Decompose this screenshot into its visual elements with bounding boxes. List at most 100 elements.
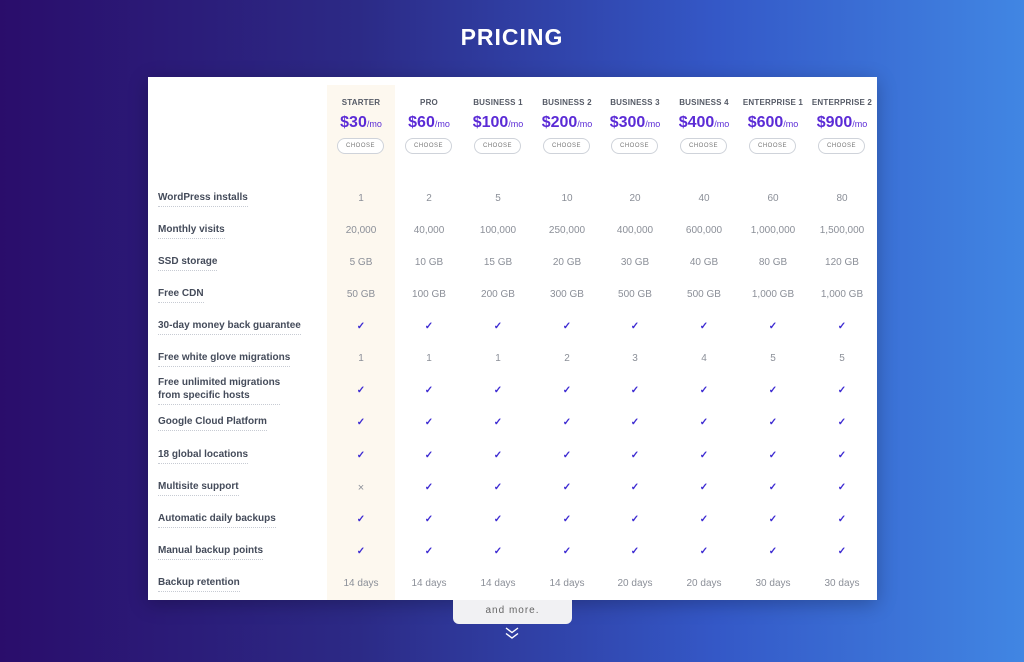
feature-value: 60 bbox=[767, 193, 779, 204]
price-amount: $100 bbox=[472, 114, 509, 131]
check-icon: ✓ bbox=[356, 514, 366, 525]
feature-value: 15 GB bbox=[483, 257, 513, 268]
feature-value: 30 days bbox=[755, 578, 791, 589]
feature-value: 14 days bbox=[549, 578, 585, 589]
cross-icon: × bbox=[357, 482, 365, 494]
feature-value: 300 GB bbox=[550, 289, 584, 300]
check-icon: ✓ bbox=[699, 385, 709, 396]
double-chevron-down-icon[interactable] bbox=[504, 627, 520, 640]
feature-value: 40 GB bbox=[689, 257, 719, 268]
plan-header: ENTERPRISE 1 $600/mo CHOOSE bbox=[739, 77, 807, 177]
feature-label: WordPress installs bbox=[158, 191, 248, 207]
feature-value: 2 bbox=[564, 353, 570, 364]
price-amount: $600 bbox=[747, 114, 784, 131]
price-amount: $300 bbox=[609, 114, 646, 131]
feature-value: 200 GB bbox=[481, 289, 515, 300]
price-amount: $60 bbox=[408, 114, 435, 131]
check-icon: ✓ bbox=[630, 546, 640, 557]
check-icon: ✓ bbox=[837, 450, 847, 461]
price-unit: /mo bbox=[783, 119, 799, 129]
feature-value: 10 bbox=[561, 193, 573, 204]
feature-value: 30 days bbox=[824, 578, 860, 589]
check-icon: ✓ bbox=[630, 450, 640, 461]
feature-value: 30 GB bbox=[620, 257, 650, 268]
check-icon: ✓ bbox=[630, 514, 640, 525]
feature-value: 20 days bbox=[617, 578, 653, 589]
check-icon: ✓ bbox=[562, 482, 572, 493]
plan-price: $30/mo bbox=[317, 114, 405, 132]
choose-button[interactable]: CHOOSE bbox=[337, 138, 384, 154]
choose-button[interactable]: CHOOSE bbox=[405, 138, 452, 154]
starter-column-highlight bbox=[327, 85, 395, 600]
check-icon: ✓ bbox=[356, 450, 366, 461]
feature-value: 5 bbox=[495, 193, 501, 204]
plan-name: STARTER bbox=[341, 98, 381, 107]
choose-button[interactable]: CHOOSE bbox=[474, 138, 521, 154]
check-icon: ✓ bbox=[699, 482, 709, 493]
price-unit: /mo bbox=[577, 119, 593, 129]
check-icon: ✓ bbox=[493, 482, 503, 493]
choose-button[interactable]: CHOOSE bbox=[543, 138, 590, 154]
plan-name: BUSINESS 4 bbox=[679, 98, 729, 107]
check-icon: ✓ bbox=[699, 417, 709, 428]
check-icon: ✓ bbox=[768, 450, 778, 461]
feature-value: 1 bbox=[426, 353, 432, 364]
feature-value: 20,000 bbox=[345, 225, 377, 236]
plan-name: BUSINESS 1 bbox=[473, 98, 523, 107]
check-icon: ✓ bbox=[837, 546, 847, 557]
feature-label-line1: Free unlimited migrations bbox=[158, 377, 281, 388]
plan-header: PRO $60/mo CHOOSE bbox=[395, 77, 463, 177]
check-icon: ✓ bbox=[493, 546, 503, 557]
plan-name: ENTERPRISE 1 bbox=[742, 98, 804, 107]
choose-button[interactable]: CHOOSE bbox=[749, 138, 796, 154]
feature-value: 120 GB bbox=[825, 257, 859, 268]
feature-value: 1,000 GB bbox=[820, 289, 864, 300]
check-icon: ✓ bbox=[356, 417, 366, 428]
feature-value: 5 bbox=[770, 353, 776, 364]
feature-value: 500 GB bbox=[687, 289, 721, 300]
feature-value: 14 days bbox=[343, 578, 379, 589]
feature-value: 14 days bbox=[480, 578, 516, 589]
choose-button[interactable]: CHOOSE bbox=[611, 138, 658, 154]
plan-price: $600/mo bbox=[729, 114, 817, 132]
check-icon: ✓ bbox=[493, 385, 503, 396]
check-icon: ✓ bbox=[837, 514, 847, 525]
plan-header: BUSINESS 1 $100/mo CHOOSE bbox=[464, 77, 532, 177]
feature-value: 3 bbox=[632, 353, 638, 364]
check-icon: ✓ bbox=[493, 514, 503, 525]
feature-value: 1 bbox=[495, 353, 501, 364]
and-more-button[interactable]: and more. bbox=[453, 600, 572, 624]
price-unit: /mo bbox=[852, 119, 868, 129]
check-icon: ✓ bbox=[424, 417, 434, 428]
feature-value: 10 GB bbox=[414, 257, 444, 268]
plan-header: BUSINESS 2 $200/mo CHOOSE bbox=[533, 77, 601, 177]
feature-value: 80 bbox=[836, 193, 848, 204]
check-icon: ✓ bbox=[768, 546, 778, 557]
check-icon: ✓ bbox=[562, 450, 572, 461]
feature-value: 14 days bbox=[411, 578, 447, 589]
feature-value: 1 bbox=[358, 193, 364, 204]
page-title: PRICING bbox=[460, 24, 564, 50]
check-icon: ✓ bbox=[424, 546, 434, 557]
check-icon: ✓ bbox=[768, 321, 778, 332]
check-icon: ✓ bbox=[837, 321, 847, 332]
feature-value: 100,000 bbox=[479, 225, 517, 236]
feature-label: 18 global locations bbox=[158, 448, 249, 464]
price-amount: $30 bbox=[340, 114, 367, 131]
plan-name: BUSINESS 2 bbox=[542, 98, 592, 107]
feature-label: Google Cloud Platform bbox=[158, 415, 267, 431]
feature-value: 400,000 bbox=[616, 225, 654, 236]
check-icon: ✓ bbox=[424, 385, 434, 396]
check-icon: ✓ bbox=[562, 417, 572, 428]
check-icon: ✓ bbox=[768, 482, 778, 493]
choose-button[interactable]: CHOOSE bbox=[680, 138, 727, 154]
choose-button[interactable]: CHOOSE bbox=[818, 138, 865, 154]
plan-name: BUSINESS 3 bbox=[610, 98, 660, 107]
plan-header: STARTER $30/mo CHOOSE bbox=[327, 77, 395, 177]
feature-value: 5 GB bbox=[349, 257, 373, 268]
feature-value: 1,000 GB bbox=[751, 289, 795, 300]
check-icon: ✓ bbox=[699, 450, 709, 461]
feature-label: Manual backup points bbox=[158, 544, 264, 560]
plan-price: $900/mo bbox=[798, 114, 886, 132]
feature-label: SSD storage bbox=[158, 255, 218, 271]
